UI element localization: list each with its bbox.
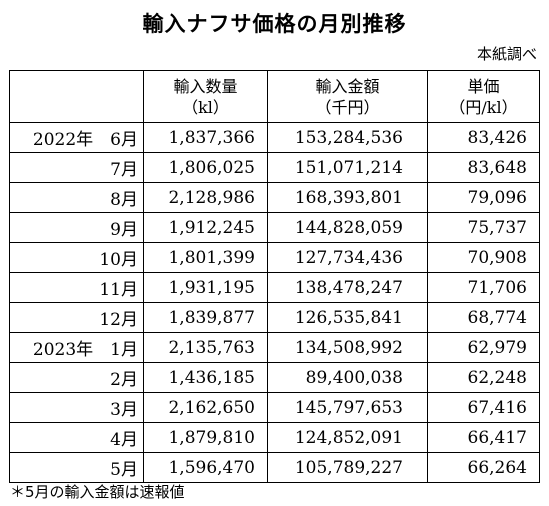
price-cell: 66,417 [427, 422, 540, 453]
amount-cell: 89,400,038 [267, 362, 428, 393]
volume-cell: 2,162,650 [143, 392, 268, 423]
header-volume: 輸入数量 （kl） [143, 70, 268, 123]
period-cell: 2月 [9, 362, 144, 393]
header-volume-unit: （kl） [182, 97, 229, 117]
table-row: 7月 1,806,025 151,071,214 83,648 [9, 152, 540, 183]
volume-cell: 1,596,470 [143, 452, 268, 483]
period-cell: 3月 [9, 392, 144, 423]
amount-cell: 151,071,214 [267, 152, 428, 183]
amount-cell: 153,284,536 [267, 122, 428, 153]
header-price-unit: （円/kl） [449, 97, 518, 117]
table-row: 2月 1,436,185 89,400,038 62,248 [9, 362, 540, 393]
period-cell: 12月 [9, 302, 144, 333]
volume-cell: 1,931,195 [143, 272, 268, 303]
volume-cell: 1,806,025 [143, 152, 268, 183]
price-cell: 62,979 [427, 332, 540, 363]
table-row: 10月 1,801,399 127,734,436 70,908 [9, 242, 540, 273]
table-row: 4月 1,879,810 124,852,091 66,417 [9, 422, 540, 453]
price-cell: 75,737 [427, 212, 540, 243]
period-cell: 2022年 6月 [9, 122, 144, 153]
price-cell: 71,706 [427, 272, 540, 303]
volume-cell: 1,879,810 [143, 422, 268, 453]
volume-cell: 1,839,877 [143, 302, 268, 333]
volume-cell: 1,801,399 [143, 242, 268, 273]
volume-cell: 2,135,763 [143, 332, 268, 363]
amount-cell: 145,797,653 [267, 392, 428, 423]
period-cell: 9月 [9, 212, 144, 243]
header-volume-name: 輸入数量 [173, 76, 238, 96]
header-amount-unit: （千円） [315, 97, 380, 117]
price-cell: 67,416 [427, 392, 540, 423]
footnote: ＊5月の輸入金額は速報値 [10, 483, 185, 501]
amount-cell: 138,478,247 [267, 272, 428, 303]
price-cell: 83,426 [427, 122, 540, 153]
table-row: 3月 2,162,650 145,797,653 67,416 [9, 392, 540, 423]
naphtha-price-table: 輸入数量 （kl） 輸入金額 （千円） 単価 （円/kl） 2022年 6月 1,… [9, 70, 540, 483]
table-row: 2022年 6月 1,837,366 153,284,536 83,426 [9, 122, 540, 153]
header-amount: 輸入金額 （千円） [267, 70, 428, 123]
price-cell: 83,648 [427, 152, 540, 183]
volume-cell: 1,912,245 [143, 212, 268, 243]
period-cell: 7月 [9, 152, 144, 183]
price-cell: 70,908 [427, 242, 540, 273]
period-cell: 2023年 1月 [9, 332, 144, 363]
period-cell: 10月 [9, 242, 144, 273]
amount-cell: 127,734,436 [267, 242, 428, 273]
volume-cell: 1,837,366 [143, 122, 268, 153]
period-cell: 11月 [9, 272, 144, 303]
period-cell: 5月 [9, 452, 144, 483]
amount-cell: 124,852,091 [267, 422, 428, 453]
header-row: 輸入数量 （kl） 輸入金額 （千円） 単価 （円/kl） [9, 70, 540, 123]
amount-cell: 126,535,841 [267, 302, 428, 333]
price-cell: 68,774 [427, 302, 540, 333]
volume-cell: 2,128,986 [143, 182, 268, 213]
amount-cell: 168,393,801 [267, 182, 428, 213]
table-row: 2023年 1月 2,135,763 134,508,992 62,979 [9, 332, 540, 363]
header-period [9, 70, 144, 123]
amount-cell: 105,789,227 [267, 452, 428, 483]
table-row: 12月 1,839,877 126,535,841 68,774 [9, 302, 540, 333]
header-price-name: 単価 [467, 76, 500, 96]
table-row: 9月 1,912,245 144,828,059 75,737 [9, 212, 540, 243]
page-title: 輸入ナフサ価格の月別推移 [142, 12, 407, 36]
table-row: 11月 1,931,195 138,478,247 71,706 [9, 272, 540, 303]
table-row: 5月 1,596,470 105,789,227 66,264 [9, 452, 540, 483]
table-row: 8月 2,128,986 168,393,801 79,096 [9, 182, 540, 213]
price-cell: 66,264 [427, 452, 540, 483]
price-cell: 62,248 [427, 362, 540, 393]
period-cell: 4月 [9, 422, 144, 453]
header-amount-name: 輸入金額 [315, 76, 380, 96]
source-label: 本紙調べ [476, 45, 537, 63]
price-cell: 79,096 [427, 182, 540, 213]
header-price: 単価 （円/kl） [427, 70, 540, 123]
volume-cell: 1,436,185 [143, 362, 268, 393]
amount-cell: 134,508,992 [267, 332, 428, 363]
amount-cell: 144,828,059 [267, 212, 428, 243]
period-cell: 8月 [9, 182, 144, 213]
